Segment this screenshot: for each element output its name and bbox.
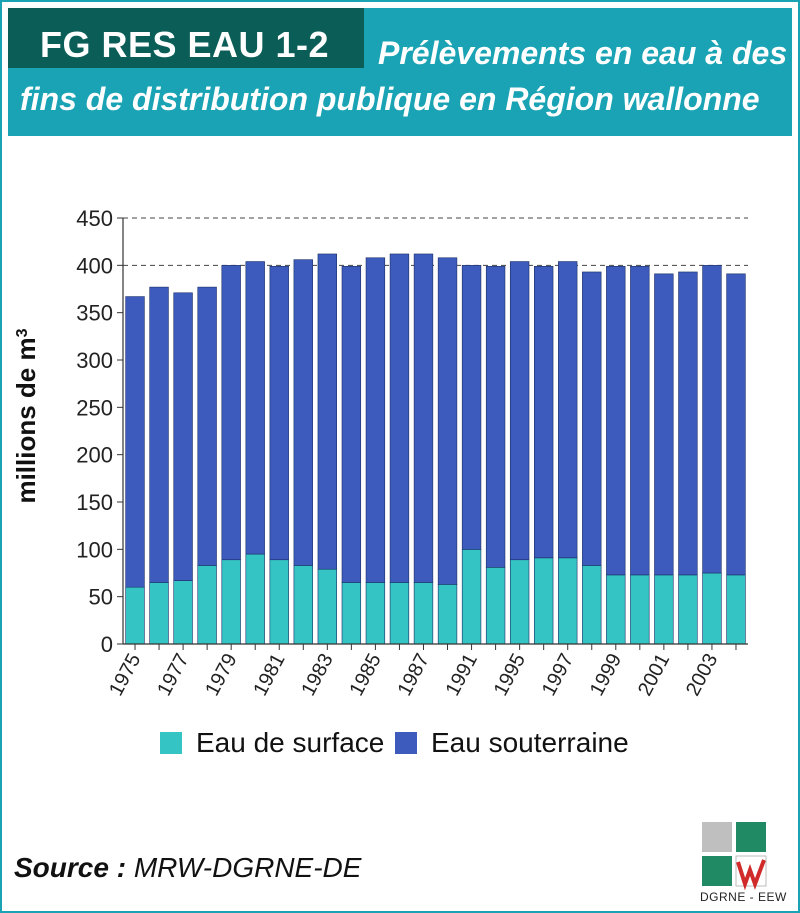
legend-swatch xyxy=(160,732,182,754)
bar-underground-1986 xyxy=(389,253,410,583)
bar-surface-1984 xyxy=(341,582,362,645)
bar-underground-1976 xyxy=(149,286,169,583)
bar-underground-1997 xyxy=(558,261,578,559)
y-tick-label: 50 xyxy=(89,585,113,610)
bar-surface-2003 xyxy=(702,572,722,645)
legend-label: Eau souterraine xyxy=(431,727,629,758)
bar-underground-1985 xyxy=(365,257,386,583)
bar-surface-1979 xyxy=(221,559,241,645)
figure-code-box: FG RES EAU 1-2 xyxy=(8,8,364,68)
bar-surface-1988 xyxy=(437,584,458,645)
y-tick-label: 200 xyxy=(76,443,113,468)
y-tick-label: 450 xyxy=(76,206,113,231)
x-tick-label: 1981 xyxy=(249,650,289,700)
y-tick-label: 300 xyxy=(76,348,113,373)
bar-underground-1978 xyxy=(197,286,217,566)
bar-underground-1983 xyxy=(317,253,338,570)
bar-underground-1980 xyxy=(245,261,265,555)
source-label: Source : xyxy=(14,852,127,883)
x-tick-label: 1995 xyxy=(490,650,530,700)
x-tick-label: 1991 xyxy=(442,650,482,700)
title-line-1: Prélèvements en eau à des xyxy=(378,35,788,71)
bar-underground-2000 xyxy=(630,265,650,576)
x-tick-label: 1979 xyxy=(201,650,241,700)
bar-surface-2001 xyxy=(654,574,674,645)
x-tick-label: 2003 xyxy=(682,650,722,700)
bar-underground-1975 xyxy=(125,296,145,588)
y-tick-label: 0 xyxy=(101,632,113,657)
bar-surface-1995 xyxy=(509,559,530,645)
bar-underground-1987 xyxy=(413,253,434,583)
x-tick-label: 1987 xyxy=(394,650,434,700)
x-tick-label: 2001 xyxy=(634,650,674,700)
x-tick-label: 1999 xyxy=(586,650,626,700)
bar-surface-2000 xyxy=(630,574,650,645)
bar-surface-1996 xyxy=(533,557,554,645)
bar-underground-1981 xyxy=(269,265,289,561)
bar-surface-1999 xyxy=(606,574,626,645)
bar-underground-1995 xyxy=(509,261,530,561)
logo-text: DGRNE - EEW xyxy=(700,890,787,904)
x-tick-label: 1975 xyxy=(105,650,145,700)
bar-underground-1990 xyxy=(461,265,482,550)
bar-surface-1997 xyxy=(558,557,578,645)
bar-underground-1977 xyxy=(173,292,193,581)
y-tick-label: 350 xyxy=(76,301,113,326)
bar-surface-1978 xyxy=(197,565,217,645)
bar-surface-2004 xyxy=(726,574,746,645)
bar-underground-2003 xyxy=(702,265,722,574)
x-tick-label: 1983 xyxy=(297,650,337,700)
bar-surface-1982 xyxy=(293,565,313,645)
y-tick-label: 150 xyxy=(76,490,113,515)
y-axis-label: millions de m3 xyxy=(11,328,41,503)
bar-chart: 0 50 100 150 200 250 300 350 400 450 millions de m… xyxy=(11,206,748,758)
bar-surface-2002 xyxy=(678,574,698,645)
bar-surface-1987 xyxy=(413,582,434,645)
bar-underground-1991 xyxy=(485,265,506,568)
bar-underground-1998 xyxy=(582,271,602,566)
bar-surface-1980 xyxy=(245,553,265,645)
bar-surface-1985 xyxy=(365,582,386,645)
bar-underground-2004 xyxy=(726,273,746,576)
x-tick-label: 1985 xyxy=(346,650,386,700)
x-tick-label: 1977 xyxy=(153,650,193,700)
y-tick-label: 400 xyxy=(76,253,113,278)
bar-surface-1991 xyxy=(485,567,506,645)
bar-surface-1983 xyxy=(317,568,338,645)
x-tick-label: 1997 xyxy=(538,650,578,700)
legend-label: Eau de surface xyxy=(196,727,384,758)
y-tick-label: 250 xyxy=(76,395,113,420)
bar-surface-1990 xyxy=(461,549,482,645)
bar-underground-1988 xyxy=(437,257,458,585)
y-tick-label: 100 xyxy=(76,537,113,562)
bar-underground-1984 xyxy=(341,265,362,583)
figure-code: FG RES EAU 1-2 xyxy=(40,24,330,65)
bar-surface-1981 xyxy=(269,559,289,645)
bar-surface-1977 xyxy=(173,580,193,645)
dgrne-logo xyxy=(702,822,767,891)
bar-underground-1979 xyxy=(221,265,241,561)
bar-underground-2002 xyxy=(678,271,698,576)
bar-surface-1975 xyxy=(125,586,145,645)
bar-underground-1996 xyxy=(533,265,554,559)
bar-underground-2001 xyxy=(654,273,674,576)
legend-swatch xyxy=(395,732,417,754)
source-value: MRW-DGRNE-DE xyxy=(133,852,362,883)
bar-surface-1998 xyxy=(582,565,602,645)
bar-underground-1999 xyxy=(606,265,626,576)
bar-surface-1986 xyxy=(389,582,410,645)
bar-surface-1976 xyxy=(149,582,169,645)
bar-underground-1982 xyxy=(293,259,313,566)
source-note: Source : MRW-DGRNE-DE xyxy=(14,852,361,884)
title-line-2: fins de distribution publique en Région … xyxy=(20,81,760,117)
